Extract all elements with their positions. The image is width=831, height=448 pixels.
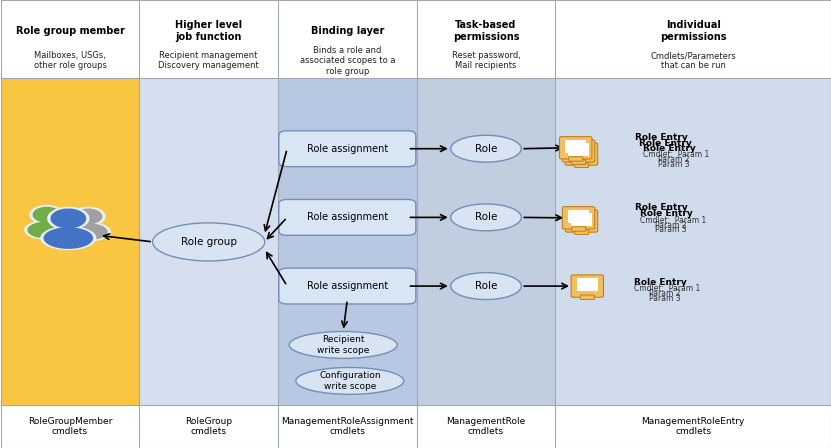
FancyBboxPatch shape (574, 230, 588, 234)
Text: Cmdlet:  Param 1: Cmdlet: Param 1 (643, 151, 710, 159)
Text: RoleGroup
cmdlets: RoleGroup cmdlets (185, 417, 232, 436)
Ellipse shape (289, 332, 397, 358)
FancyBboxPatch shape (580, 295, 594, 299)
FancyBboxPatch shape (563, 207, 595, 229)
Text: Param 3: Param 3 (658, 160, 690, 169)
Ellipse shape (450, 204, 521, 231)
Text: Binds a role and
associated scopes to a
role group: Binds a role and associated scopes to a … (300, 46, 395, 76)
Text: Reset password,
Mail recipients: Reset password, Mail recipients (451, 51, 520, 70)
Text: Higher level
job function: Higher level job function (175, 20, 242, 42)
Ellipse shape (66, 222, 111, 241)
Circle shape (75, 209, 101, 224)
Ellipse shape (24, 220, 70, 240)
FancyBboxPatch shape (416, 0, 555, 78)
Text: Role Entry: Role Entry (635, 134, 688, 142)
Text: Cmdlet:  Param 1: Cmdlet: Param 1 (634, 284, 701, 293)
FancyBboxPatch shape (568, 210, 589, 223)
FancyBboxPatch shape (571, 213, 592, 226)
FancyBboxPatch shape (571, 275, 603, 297)
FancyBboxPatch shape (278, 0, 416, 78)
Text: Cmdlet:  Param 1: Cmdlet: Param 1 (640, 215, 706, 224)
FancyBboxPatch shape (568, 143, 589, 156)
Text: Role: Role (475, 212, 497, 222)
Text: Individual
permissions: Individual permissions (660, 20, 726, 42)
Text: Role assignment: Role assignment (307, 144, 388, 154)
Ellipse shape (69, 224, 108, 240)
Text: Param 3: Param 3 (649, 294, 681, 303)
Ellipse shape (450, 273, 521, 300)
Text: Role Entry: Role Entry (640, 209, 693, 218)
Text: Recipient
write scope: Recipient write scope (317, 335, 369, 355)
FancyBboxPatch shape (559, 137, 592, 159)
Ellipse shape (153, 223, 265, 261)
Circle shape (33, 207, 60, 222)
Text: RoleGroupMember
cmdlets: RoleGroupMember cmdlets (27, 417, 112, 436)
Ellipse shape (27, 222, 66, 238)
Text: Role Entry: Role Entry (639, 139, 692, 148)
Text: Cmdlets/Parameters
that can be run: Cmdlets/Parameters that can be run (651, 51, 736, 70)
FancyBboxPatch shape (572, 227, 586, 231)
FancyBboxPatch shape (555, 0, 831, 78)
Text: Param 3: Param 3 (655, 225, 686, 234)
Text: ManagementRoleEntry
cmdlets: ManagementRoleEntry cmdlets (642, 417, 745, 436)
Text: Task-based
permissions: Task-based permissions (453, 20, 519, 42)
Text: Binding layer: Binding layer (311, 26, 384, 36)
Text: Mailboxes, USGs,
other role groups: Mailboxes, USGs, other role groups (33, 51, 106, 70)
Ellipse shape (296, 367, 404, 394)
Text: Role assignment: Role assignment (307, 281, 388, 291)
FancyBboxPatch shape (565, 140, 586, 153)
FancyBboxPatch shape (140, 0, 278, 78)
Text: Param 2: Param 2 (655, 220, 686, 229)
FancyBboxPatch shape (565, 143, 597, 165)
FancyBboxPatch shape (1, 405, 140, 448)
FancyBboxPatch shape (416, 405, 555, 448)
Ellipse shape (450, 135, 521, 162)
FancyBboxPatch shape (140, 78, 278, 405)
FancyBboxPatch shape (278, 78, 416, 405)
Text: Configuration
write scope: Configuration write scope (319, 371, 381, 391)
Text: Recipient management
Discovery management: Recipient management Discovery managemen… (158, 51, 259, 70)
FancyBboxPatch shape (555, 405, 831, 448)
FancyBboxPatch shape (577, 278, 597, 291)
Text: ManagementRole
cmdlets: ManagementRole cmdlets (446, 417, 526, 436)
FancyBboxPatch shape (416, 78, 555, 405)
FancyBboxPatch shape (1, 0, 140, 78)
FancyBboxPatch shape (565, 210, 597, 232)
FancyBboxPatch shape (568, 157, 583, 161)
Text: Param 2: Param 2 (649, 289, 681, 298)
Circle shape (30, 206, 63, 224)
FancyBboxPatch shape (571, 146, 592, 159)
Text: Role assignment: Role assignment (307, 212, 388, 222)
FancyBboxPatch shape (563, 140, 595, 162)
Text: Param 2: Param 2 (658, 155, 690, 164)
FancyBboxPatch shape (1, 78, 140, 405)
Text: Role group member: Role group member (16, 26, 125, 36)
FancyBboxPatch shape (572, 160, 586, 164)
Ellipse shape (40, 226, 96, 250)
Text: Role Entry: Role Entry (643, 144, 696, 153)
Text: Role: Role (475, 281, 497, 291)
Circle shape (52, 209, 86, 228)
FancyBboxPatch shape (574, 163, 588, 168)
Text: ManagementRoleAssignment
cmdlets: ManagementRoleAssignment cmdlets (281, 417, 414, 436)
Text: Role Entry: Role Entry (635, 203, 688, 212)
Text: Role group: Role group (180, 237, 237, 247)
FancyBboxPatch shape (140, 405, 278, 448)
Text: Role: Role (475, 144, 497, 154)
Circle shape (48, 207, 89, 229)
Text: Role Entry: Role Entry (634, 278, 687, 287)
Circle shape (71, 207, 105, 225)
FancyBboxPatch shape (279, 199, 416, 235)
FancyBboxPatch shape (555, 78, 831, 405)
FancyBboxPatch shape (279, 131, 416, 167)
Ellipse shape (43, 227, 93, 249)
FancyBboxPatch shape (278, 405, 416, 448)
FancyBboxPatch shape (279, 268, 416, 304)
